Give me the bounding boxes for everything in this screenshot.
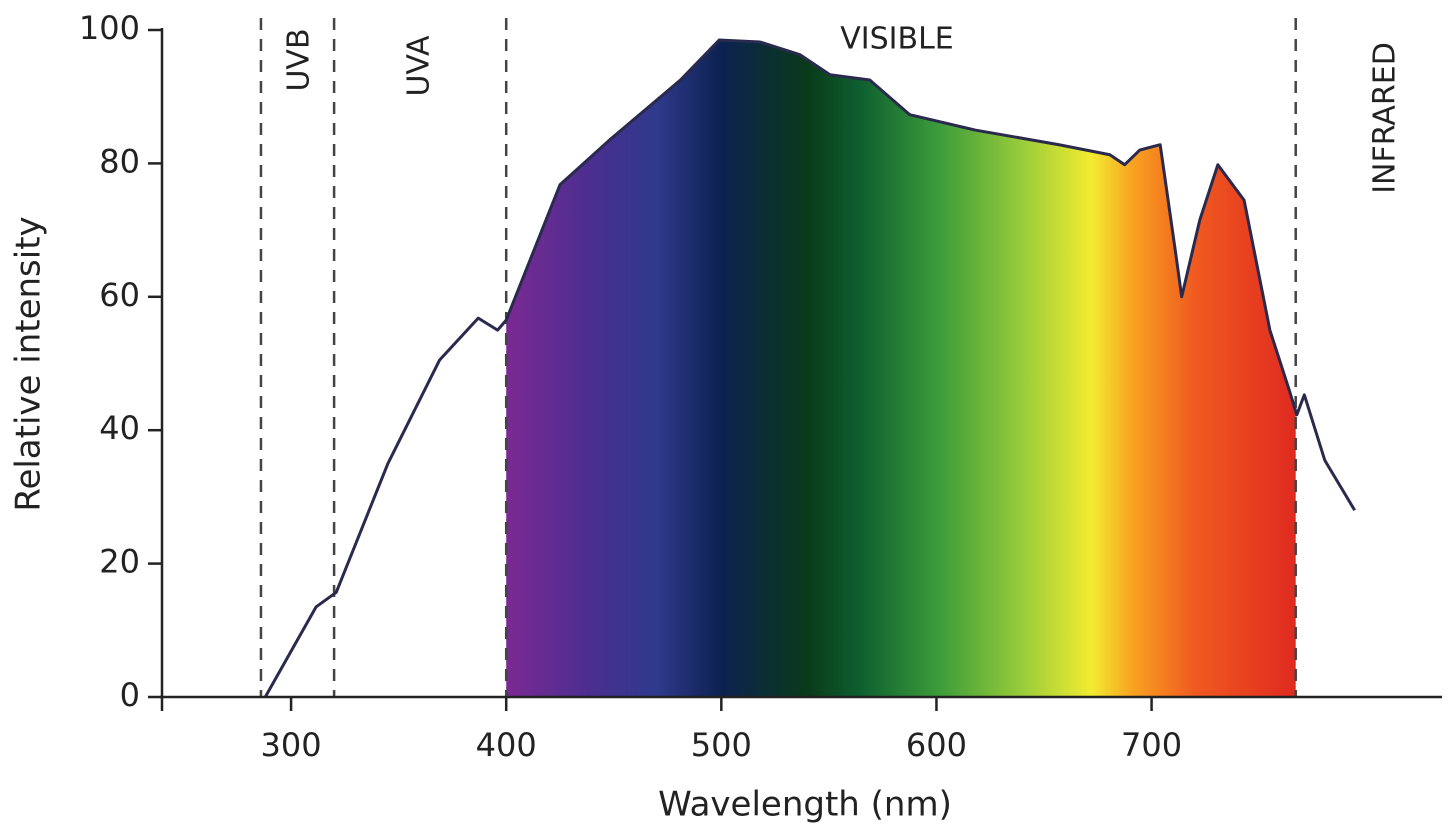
y-tick-label: 100 <box>79 9 140 47</box>
y-tick-label: 20 <box>99 543 140 581</box>
x-tick-label: 600 <box>906 726 967 764</box>
x-tick-label: 400 <box>476 726 537 764</box>
region-label: VISIBLE <box>840 22 954 57</box>
x-axis-title: Wavelength (nm) <box>658 785 952 825</box>
x-tick-label: 500 <box>691 726 752 764</box>
x-tick-label: 300 <box>261 726 322 764</box>
region-label: UVA <box>402 35 437 97</box>
x-tick-label: 700 <box>1121 726 1182 764</box>
region-label: UVB <box>282 28 317 91</box>
region-label: INFRARED <box>1368 42 1403 194</box>
intensity-line <box>263 38 1356 698</box>
y-tick-label: 0 <box>120 676 140 714</box>
y-tick-label: 40 <box>99 409 140 447</box>
y-tick-label: 80 <box>99 142 140 180</box>
y-axis-title: Relative intensity <box>9 216 49 511</box>
visible-spectrum-area <box>506 40 1296 697</box>
y-tick-label: 60 <box>99 276 140 314</box>
